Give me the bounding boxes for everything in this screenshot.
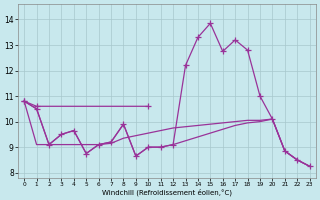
X-axis label: Windchill (Refroidissement éolien,°C): Windchill (Refroidissement éolien,°C): [102, 188, 232, 196]
